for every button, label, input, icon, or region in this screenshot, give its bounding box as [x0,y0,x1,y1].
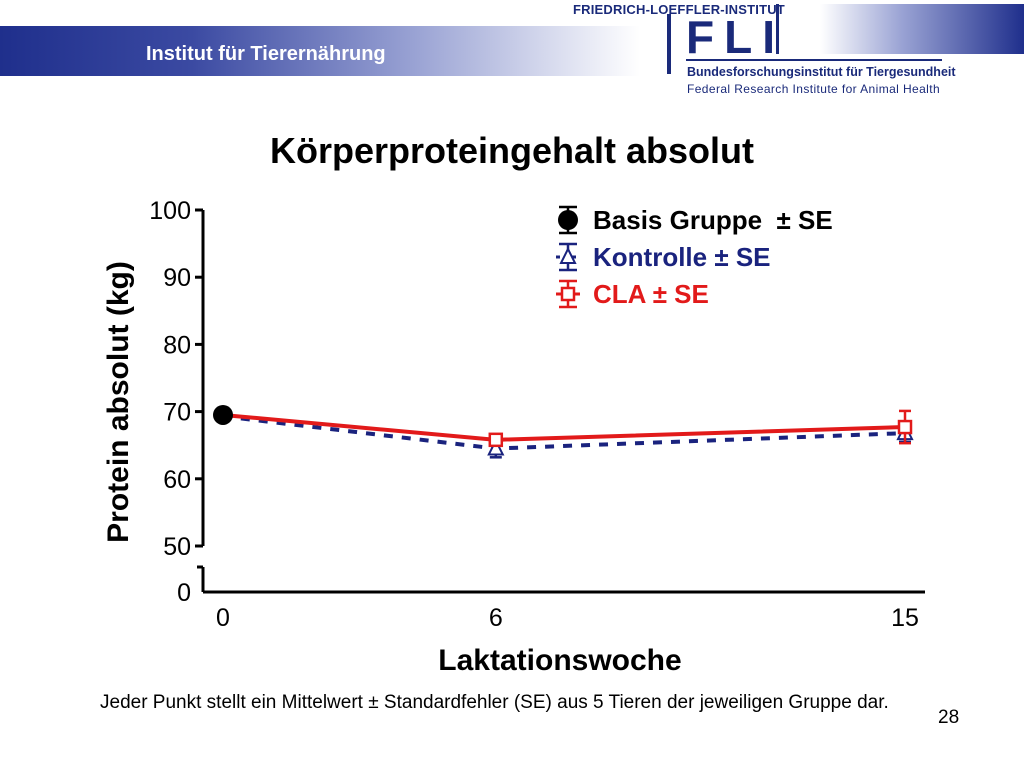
fli-german-name: Bundesforschungsinstitut für Tiergesundh… [687,65,956,79]
y-tick-label: 70 [163,399,191,427]
legend-marker [560,286,576,302]
fli-english-name: Federal Research Institute for Animal He… [687,82,941,96]
data-point [487,438,505,456]
legend-marker [558,210,578,230]
series-layer [213,404,914,459]
fli-logo-bar-right [776,4,779,54]
fli-name: FRIEDRICH-LOEFFLER-INSTITUT [573,2,785,17]
y-tick-label: 60 [163,466,191,494]
axes: 0 50 60 70 80 90 100 0 6 15 [149,197,925,632]
x-axis-title: Laktationswoche [438,644,681,677]
data-point [897,419,913,435]
x-tick-label: 0 [216,604,230,632]
data-point [213,404,233,425]
y-tick-label: 100 [149,197,191,225]
y-tick-label: 80 [163,331,191,359]
header-banner-right [820,4,1024,54]
x-tick-label: 15 [891,604,919,632]
data-point [488,432,504,448]
y-tick-label: 0 [177,579,191,607]
page-number: 28 [938,707,960,728]
institute-label: Institut für Tierernährung [146,43,386,65]
y-axis-title: Protein absolut (kg) [102,261,135,543]
y-tick-label: 90 [163,264,191,292]
legend-label: Kontrolle ± SE [593,242,771,272]
fli-logo-bar-left [667,14,671,74]
legend-label: CLA ± SE [593,279,709,309]
legend-marker [559,246,577,264]
series-line-kontrolle [222,414,906,451]
chart-title: Körperproteingehalt absolut [269,130,755,171]
fli-logo: FLI [686,11,785,63]
y-tick-label: 50 [163,533,191,561]
header-banner [0,26,640,76]
fli-divider [686,59,942,61]
legend-label: Basis Gruppe ± SE [593,205,833,235]
x-tick-label: 6 [489,604,503,632]
legend: Basis Gruppe ± SE Kontrolle ± SE CLA ± SE [556,205,833,309]
footnote: Jeder Punkt stellt ein Mittelwert ± Stan… [100,692,889,713]
